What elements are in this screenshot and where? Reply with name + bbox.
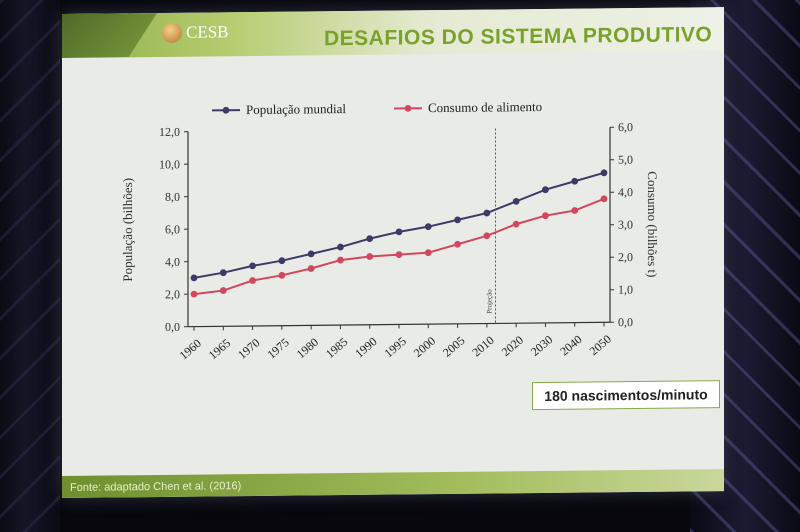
x-tick-label: 2020	[499, 333, 526, 359]
series-point-1	[600, 195, 608, 203]
series-point-0	[571, 177, 579, 185]
births-callout: 180 nascimentos/minuto	[532, 380, 720, 411]
x-tick-label: 1960	[177, 336, 204, 362]
slide-title: DESAFIOS DO SISTEMA PRODUTIVO	[324, 23, 713, 51]
series-point-0	[278, 257, 286, 265]
x-tick-label: 1965	[206, 336, 233, 362]
series-point-0	[249, 262, 256, 270]
x-tick-label: 1975	[264, 335, 291, 361]
left-tick-label: 2,0	[165, 287, 180, 301]
series-point-0	[600, 169, 608, 177]
x-tick-label: 1985	[323, 335, 350, 361]
slide-footer: Fonte: adaptado Chen et al. (2016)	[62, 469, 724, 498]
x-tick-label: 2030	[528, 333, 555, 359]
population-consumption-chart: População mundial Consumo de alimento 0,0…	[120, 99, 660, 362]
x-tick-label: 1980	[294, 335, 321, 361]
projection-screen: CESB DESAFIOS DO SISTEMA PRODUTIVO Popul…	[62, 7, 724, 499]
right-axis-title: Consumo (bilhões t)	[645, 171, 660, 277]
right-tick-label: 4,0	[618, 185, 633, 199]
left-stage-truss	[0, 0, 60, 532]
series-point-0	[483, 209, 491, 217]
logo-text: CESB	[186, 22, 229, 42]
x-tick-label: 2010	[469, 333, 496, 359]
series-point-0	[337, 243, 344, 251]
series-point-1	[307, 265, 315, 272]
series-point-1	[249, 277, 256, 284]
series-point-0	[366, 235, 374, 243]
chart-axes: 0,0 2,0 4,0 6,0 8,0 10,0 12,0 0,0 1,0 2,0 3,0 4,0 5,…	[120, 120, 660, 362]
left-tick-label: 6,0	[165, 222, 180, 236]
left-tick-label: 4,0	[165, 255, 180, 269]
series-point-1	[219, 287, 227, 294]
source-citation: Fonte: adaptado Chen et al. (2016)	[70, 480, 242, 494]
logo-globe-icon	[162, 22, 182, 43]
right-tick-label: 3,0	[618, 218, 633, 232]
right-tick-label: 5,0	[618, 153, 633, 167]
legend-marker-0	[222, 106, 230, 114]
left-tick-label: 8,0	[165, 190, 180, 204]
series-point-1	[512, 220, 520, 228]
right-tick-label: 1,0	[618, 283, 633, 297]
chart-legend: População mundial Consumo de alimento	[212, 99, 542, 117]
series-point-1	[424, 249, 432, 257]
series-point-0	[512, 197, 520, 205]
chart-marks	[190, 169, 608, 298]
x-tick-label: 1970	[235, 336, 262, 362]
x-tick-label: 2000	[411, 334, 438, 360]
x-tick-label: 1995	[382, 334, 409, 360]
series-point-0	[542, 186, 549, 194]
left-tick-label: 12,0	[159, 125, 180, 139]
x-tick-label: 2005	[440, 333, 467, 359]
series-point-1	[483, 232, 491, 240]
header-accent	[62, 13, 157, 58]
series-point-1	[337, 256, 344, 264]
series-point-0	[424, 223, 432, 231]
legend-label-1: Consumo de alimento	[428, 99, 542, 115]
series-point-1	[190, 290, 198, 298]
right-tick-label: 2,0	[618, 250, 633, 264]
x-tick-label: 1990	[352, 334, 379, 360]
right-tick-label: 0,0	[618, 315, 633, 329]
x-tick-label: 2040	[557, 332, 584, 358]
legend-label-0: População mundial	[246, 101, 346, 117]
legend-marker-1	[404, 104, 412, 112]
series-point-1	[278, 271, 286, 279]
left-tick-label: 0,0	[165, 320, 180, 334]
series-point-1	[366, 253, 374, 260]
x-tick-label: 2050	[587, 332, 614, 358]
cesb-logo: CESB	[162, 22, 229, 43]
series-point-1	[395, 251, 403, 258]
series-point-0	[190, 274, 198, 282]
series-point-1	[542, 212, 549, 220]
projection-label: Projeção	[486, 289, 494, 314]
slide-header: CESB DESAFIOS DO SISTEMA PRODUTIVO	[62, 7, 724, 58]
left-axis-title: População (bilhões)	[120, 178, 135, 282]
series-point-0	[219, 269, 227, 277]
series-point-0	[395, 228, 403, 236]
right-tick-label: 6,0	[618, 120, 633, 134]
series-point-1	[571, 207, 579, 214]
series-point-1	[454, 240, 461, 248]
left-tick-label: 10,0	[159, 157, 180, 171]
series-point-0	[454, 216, 461, 224]
series-point-0	[307, 250, 315, 258]
